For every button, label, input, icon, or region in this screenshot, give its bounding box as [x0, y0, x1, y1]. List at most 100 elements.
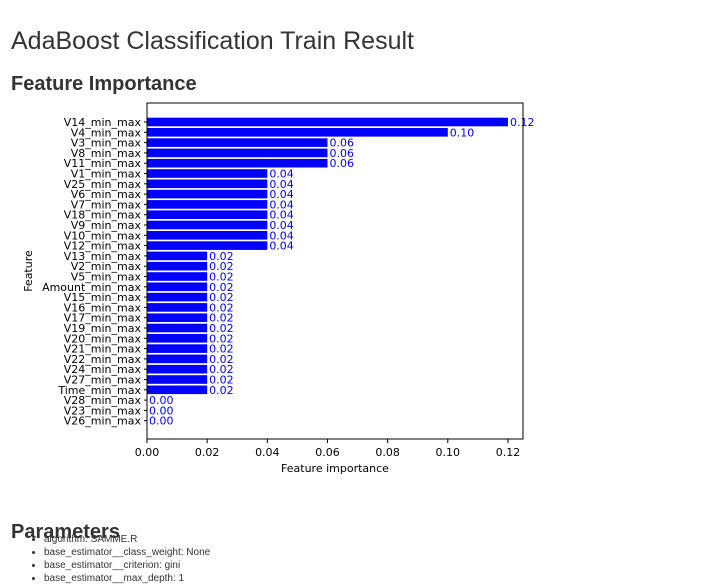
bar	[147, 282, 208, 292]
x-tick-labels-layer: 0.00 0.02 0.04 0.06 0.08 0.10 0.12	[135, 439, 520, 459]
y-tick-label: V17_min_max	[64, 312, 142, 325]
y-tick-label: V18_min_max	[64, 209, 142, 222]
bar	[147, 272, 208, 281]
y-tick-label: V9_min_max	[71, 219, 142, 232]
y-tick-label: V28_min_max	[64, 394, 142, 407]
bar-value-label: 0.12	[510, 116, 534, 129]
bars-layer	[147, 117, 508, 395]
parameter-item: base_estimator__max_depth: 1	[44, 572, 210, 585]
x-tick-label: 0.10	[436, 446, 461, 459]
bar-value-label: 0.06	[329, 137, 354, 150]
y-tick-label: V24_min_max	[64, 363, 142, 376]
y-tick-label: Time_min_max	[57, 384, 141, 397]
bar-value-label: 0.04	[269, 198, 294, 211]
y-tick-label: V14_min_max	[64, 116, 142, 129]
bar	[147, 241, 268, 250]
bar-value-label: 0.02	[209, 374, 234, 387]
bar-value-label: 0.04	[269, 188, 294, 201]
y-tick-label: V1_min_max	[71, 168, 142, 181]
y-axis-label: Feature	[22, 250, 35, 292]
parameters-list: algorithm: SAMME.R base_estimator__class…	[0, 533, 210, 585]
x-axis-label: Feature importance	[281, 462, 389, 475]
bar-value-label: 0.00	[149, 394, 174, 407]
bar-value-label: 0.02	[209, 332, 234, 345]
x-tick-label: 0.08	[375, 446, 400, 459]
bar-value-label: 0.02	[209, 291, 234, 304]
bar	[147, 354, 208, 364]
bar-value-label: 0.02	[209, 353, 234, 366]
bar-value-label: 0.04	[269, 178, 294, 191]
bar	[147, 148, 328, 158]
bar-value-label: 0.02	[209, 260, 234, 273]
value-labels-layer: 0.120.100.060.060.060.040.040.040.040.04…	[149, 116, 534, 428]
bar	[147, 292, 208, 302]
bar-value-label: 0.02	[209, 343, 234, 356]
bar-value-label: 0.02	[209, 312, 234, 325]
y-tick-label: Amount_min_max	[42, 281, 141, 294]
y-tick-label: V12_min_max	[64, 240, 142, 253]
y-tick-label: V5_min_max	[71, 271, 142, 284]
bar	[147, 220, 268, 230]
y-tick-label: V4_min_max	[71, 126, 142, 139]
bar-value-label: 0.02	[209, 271, 234, 284]
bar-value-label: 0.10	[450, 126, 475, 139]
bar-value-label: 0.04	[269, 229, 294, 242]
x-tick-label: 0.06	[315, 446, 340, 459]
bar-value-label: 0.06	[329, 147, 354, 160]
bar	[147, 313, 208, 322]
plot-frame	[146, 102, 524, 440]
bar-value-label: 0.02	[209, 281, 234, 294]
bar	[147, 189, 268, 199]
bar	[147, 385, 208, 395]
y-tick-label: V25_min_max	[64, 178, 142, 191]
y-tick-label: V13_min_max	[64, 250, 142, 263]
y-tick-label: V16_min_max	[64, 301, 142, 314]
bar	[147, 344, 208, 353]
y-tick-label: V26_min_max	[64, 415, 142, 428]
bar	[147, 169, 268, 178]
bar-value-label: 0.04	[269, 240, 294, 253]
bar	[147, 128, 448, 137]
bar-value-label: 0.06	[329, 157, 354, 170]
y-tick-label: V3_min_max	[71, 137, 142, 150]
y-tick-label: V15_min_max	[64, 291, 142, 304]
x-tick-label: 0.02	[195, 446, 220, 459]
bar	[147, 251, 208, 261]
bar-value-label: 0.02	[209, 322, 234, 335]
parameter-item: base_estimator__class_weight: None	[44, 546, 210, 559]
bar-value-label: 0.00	[149, 404, 174, 417]
x-tick-label: 0.00	[135, 446, 160, 459]
parameter-item: base_estimator__criterion: gini	[44, 559, 210, 572]
y-tick-label: V23_min_max	[64, 404, 142, 417]
y-tick-label: V2_min_max	[71, 260, 142, 273]
x-tick-label: 0.12	[496, 446, 521, 459]
y-tick-label: V21_min_max	[64, 343, 142, 356]
y-tick-label: V11_min_max	[64, 157, 142, 170]
bar-value-label: 0.02	[209, 363, 234, 376]
bar	[147, 303, 208, 312]
bar-value-label: 0.02	[209, 301, 234, 314]
bar	[147, 138, 328, 147]
feature-importance-chart: 0.12 0.10 0.06 0.06 0.06 0.04 0.04 0.04 0.04 0.04…	[0, 86, 711, 486]
x-tick-label: 0.04	[255, 446, 280, 459]
y-tick-label: V19_min_max	[64, 322, 142, 335]
bar	[147, 375, 208, 384]
bar-value-label: 0.02	[209, 250, 234, 263]
feature-importance-chart-svg: 0.120.100.060.060.060.040.040.040.040.04…	[22, 102, 534, 475]
bar	[147, 210, 268, 219]
bar-value-label: 0.02	[209, 384, 234, 397]
parameter-item: algorithm: SAMME.R	[44, 533, 210, 546]
bar-value-label: 0.00	[149, 415, 174, 428]
bar	[147, 323, 208, 333]
y-tick-label: V22_min_max	[64, 353, 142, 366]
y-tick-label: V27_min_max	[64, 374, 142, 387]
section-title-parameters: Parameters	[11, 520, 120, 543]
bar-value-label: 0.04	[269, 168, 294, 181]
y-tick-labels-layer: V14_min_maxV4_min_maxV3_min_maxV8_min_ma…	[42, 116, 147, 428]
bar	[147, 261, 208, 271]
y-tick-label: V8_min_max	[71, 147, 142, 160]
bar	[147, 200, 268, 209]
bar-value-label: 0.04	[269, 209, 294, 222]
bar	[147, 158, 328, 168]
page-title: AdaBoost Classification Train Result	[11, 26, 414, 55]
